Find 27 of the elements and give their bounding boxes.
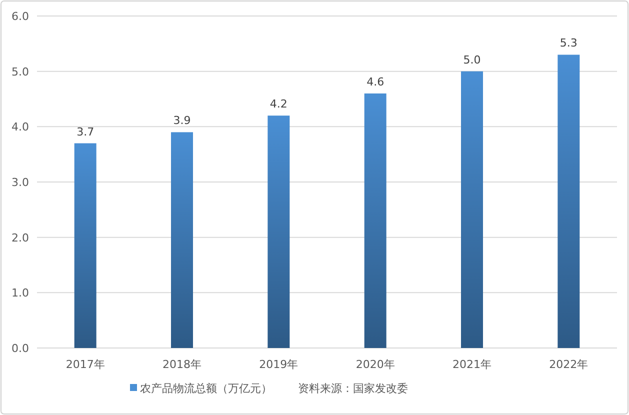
- bar: [558, 54, 580, 348]
- text: 4.6: [366, 75, 384, 88]
- y-tick-label: 0.0: [12, 342, 29, 355]
- bar: [171, 132, 193, 348]
- text: 资料来源：国家发改委: [298, 382, 408, 395]
- y-tick-label: 5.0: [12, 65, 29, 78]
- x-tick-label: 2021年: [452, 358, 492, 371]
- text: 5.0: [463, 53, 481, 66]
- legend-label: 农产品物流总额（万亿元）: [140, 382, 272, 395]
- text: 5.3: [560, 36, 578, 50]
- text: 3.9: [173, 114, 191, 128]
- y-tick-label: 2.0: [12, 231, 29, 244]
- text: 3.7: [76, 125, 94, 138]
- text: 4.2: [270, 98, 288, 111]
- x-tick-label: 2017年: [66, 358, 105, 371]
- bar: [364, 93, 386, 348]
- x-tick-label: 2020年: [356, 358, 395, 371]
- x-tick-label: 2019年: [259, 358, 298, 371]
- bar: [74, 143, 96, 348]
- y-tick-label: 6.0: [12, 10, 29, 23]
- y-tick-label: 3.0: [12, 176, 29, 189]
- x-tick-label: 2018年: [162, 358, 202, 371]
- y-tick-label: 4.0: [12, 120, 29, 134]
- bar: [268, 116, 290, 348]
- bar: [461, 71, 483, 348]
- y-tick-label: 1.0: [12, 286, 29, 300]
- x-tick-label: 2022年: [549, 358, 588, 371]
